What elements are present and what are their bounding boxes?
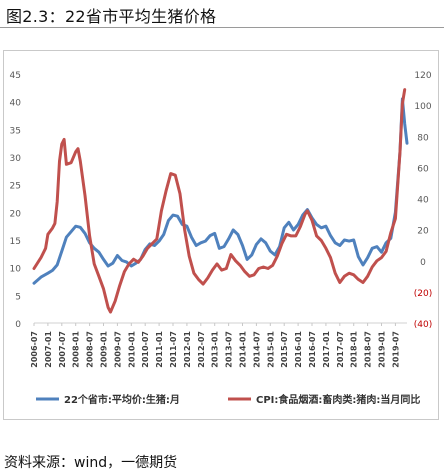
x-tick-label: 2017-07 (336, 331, 345, 368)
source-note: 资料来源：wind，一德期货 (4, 455, 178, 471)
y-left-tick-label: 15 (10, 237, 21, 247)
series-line-hog-price (32, 97, 409, 285)
x-tick-label: 2018-07 (364, 331, 373, 368)
y-right-tick-label: 0 (420, 258, 426, 268)
x-tick-label: 2007-01 (44, 331, 53, 368)
x-tick-label: 2012-07 (197, 331, 206, 368)
legend-label: 22个省市:平均价:生猪:月 (64, 393, 180, 406)
y-left-tick-label: 0 (15, 320, 21, 330)
y-right-tick-label: (40) (414, 320, 432, 330)
x-tick-label: 2014-07 (252, 331, 261, 368)
x-tick-label: 2011-07 (169, 331, 178, 368)
y-left-tick-label: 30 (10, 154, 22, 164)
y-left-tick-label: 40 (10, 99, 22, 109)
x-tick-label: 2009-07 (113, 331, 122, 368)
title-divider (0, 27, 444, 28)
figure-title: 图2.3：22省市平均生猪价格 (6, 7, 217, 26)
x-tick-label: 2019-07 (391, 331, 400, 368)
x-tick-label: 2014-01 (239, 331, 248, 368)
y-right-tick-label: 80 (417, 133, 429, 143)
x-tick-label: 2010-01 (127, 331, 136, 368)
x-tick-label: 2010-07 (141, 331, 150, 368)
y-left-tick-label: 10 (10, 265, 22, 275)
x-tick-label: 2013-01 (211, 331, 220, 368)
x-tick-label: 2015-07 (280, 331, 289, 368)
series-line-pork-cpi (32, 88, 407, 314)
x-tick-label: 2008-07 (86, 331, 95, 368)
y-right-tick-label: 120 (414, 71, 431, 81)
x-tick-label: 2007-07 (58, 331, 67, 368)
y-right-tick-label: (20) (414, 289, 432, 299)
y-left-tick-label: 25 (10, 182, 21, 192)
y-right-tick-label: 20 (417, 227, 429, 237)
x-tick-label: 2019-01 (378, 331, 387, 368)
x-tick-label: 2013-07 (225, 331, 234, 368)
x-tick-label: 2016-01 (294, 331, 303, 368)
x-tick-label: 2016-07 (308, 331, 317, 368)
legend-label: CPI:食品烟酒:畜肉类:猪肉:当月同比 (256, 393, 420, 406)
y-right-tick-label: 100 (414, 102, 431, 112)
y-left-tick-label: 5 (15, 292, 21, 302)
series-layer (32, 88, 409, 314)
x-tick-label: 2015-01 (266, 331, 275, 368)
chart-frame (3, 50, 439, 420)
x-tick-label: 2009-01 (100, 331, 109, 368)
chart-axes: 0 5 10 15 20 25 30 35 40 45 120 100 80 60 40 20 0 (20) (40… (10, 71, 433, 368)
y-left-tick-label: 45 (10, 71, 21, 81)
y-left-tick-label: 35 (10, 126, 21, 136)
x-tick-label: 2012-01 (183, 331, 192, 368)
x-tick-label: 2006-07 (30, 331, 39, 368)
x-tick-label: 2008-01 (72, 331, 81, 368)
y-right-tick-label: 40 (417, 196, 429, 206)
x-tick-label: 2018-01 (350, 331, 359, 368)
y-right-tick-label: 60 (417, 164, 429, 174)
x-tick-label: 2017-01 (322, 331, 331, 368)
y-left-tick-label: 20 (10, 209, 22, 219)
x-tick-label: 2011-01 (155, 331, 164, 368)
chart-legend: 22个省市:平均价:生猪:月 CPI:食品烟酒:畜肉类:猪肉:当月同比 (36, 393, 420, 406)
